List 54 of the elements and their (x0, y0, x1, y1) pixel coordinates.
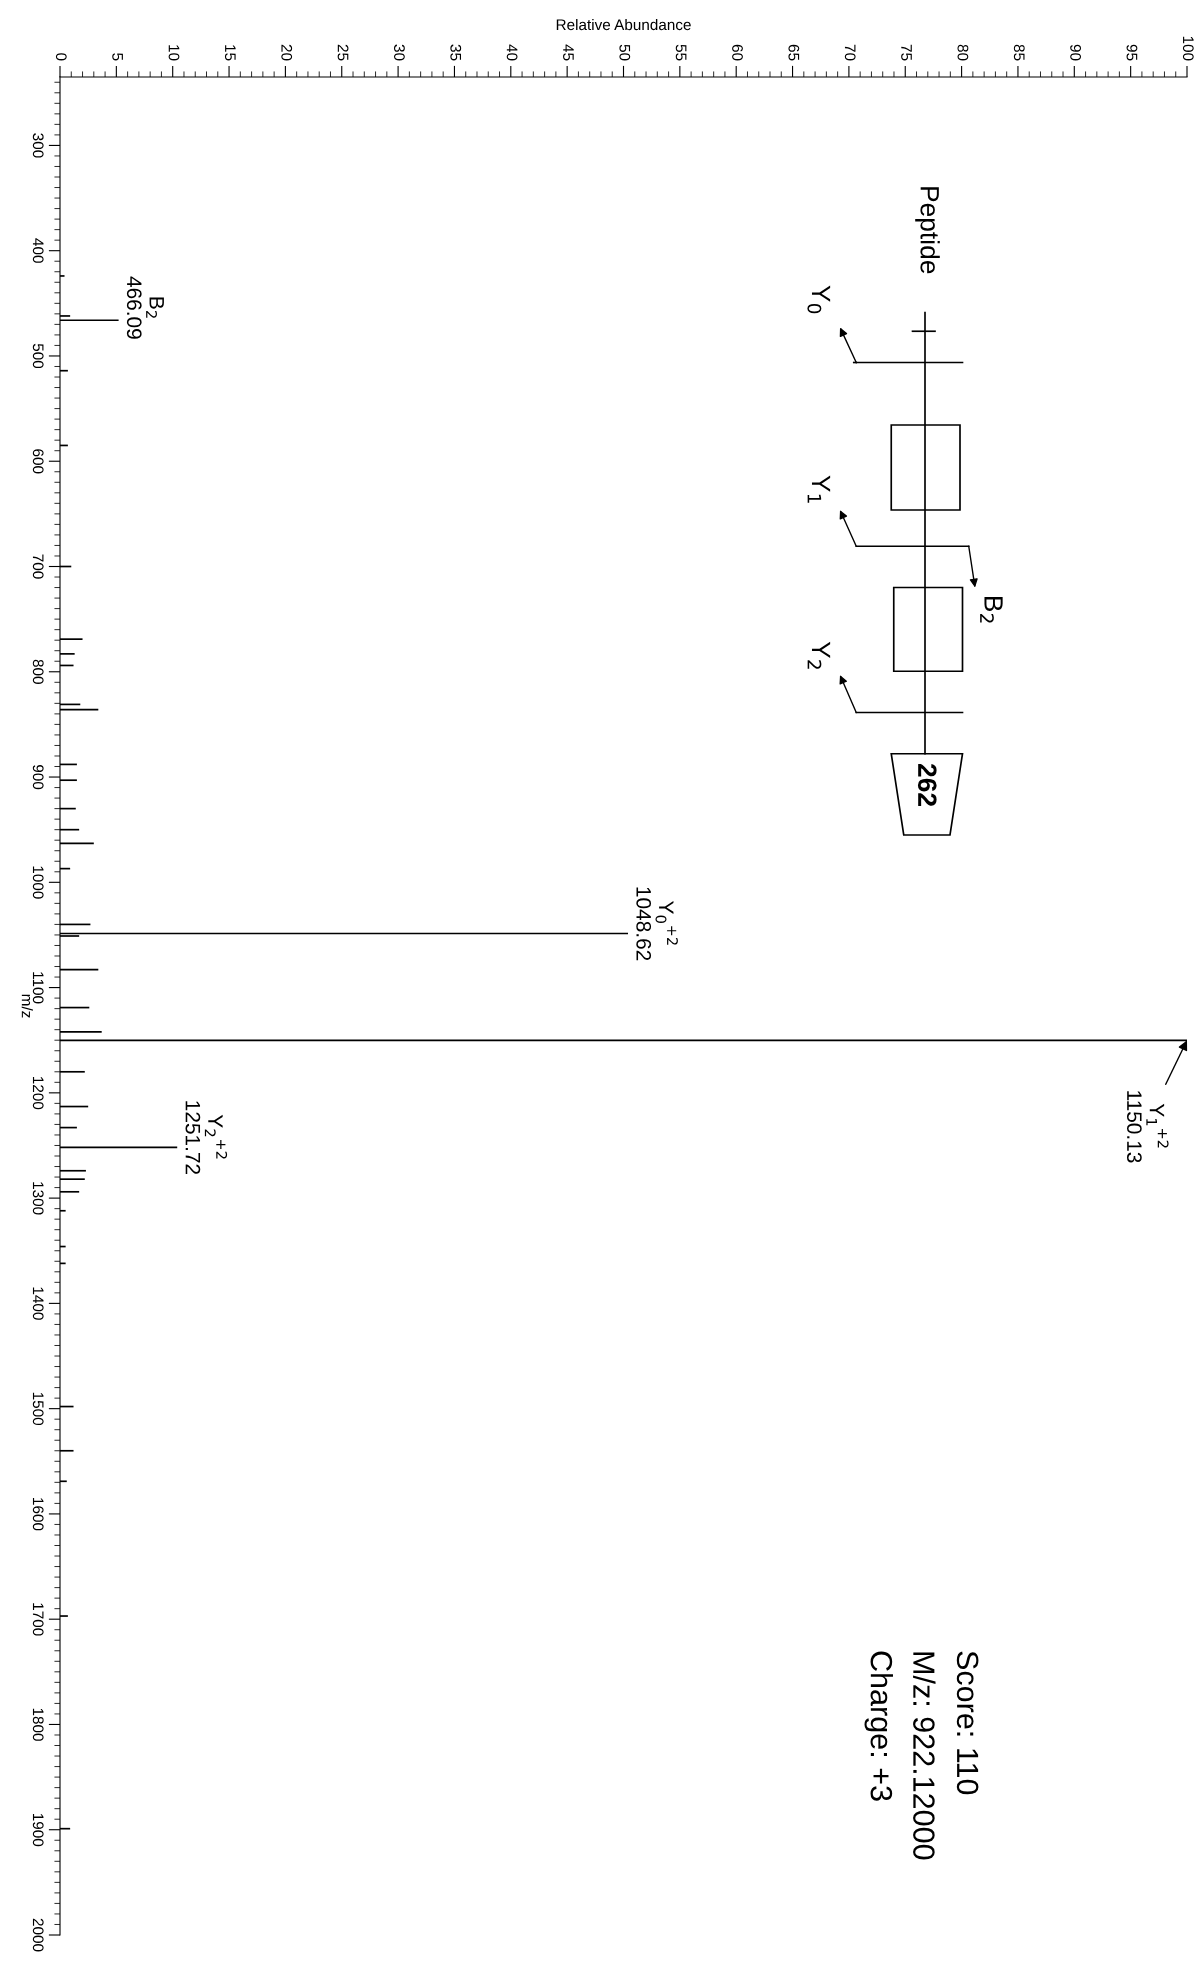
x-tick-label: 10 (168, 45, 180, 61)
y-tick-label: 1200 (32, 1077, 44, 1110)
y-tick-label: 1400 (32, 1287, 44, 1320)
x-tick-label: 85 (1013, 44, 1025, 61)
x-tick-label: 55 (675, 44, 687, 61)
x-tick-label: 30 (394, 44, 405, 61)
annotation: Y$_{0}$ (807, 285, 831, 314)
x-tick-label: 20 (281, 44, 293, 61)
annotation: Score: 110 (956, 1651, 979, 1795)
y-tick-label: 1500 (32, 1392, 44, 1426)
x-tick-label: 15 (224, 45, 236, 61)
annotation: 262 (917, 763, 937, 806)
y-axis-title: m/z (21, 994, 33, 1018)
annotation: Y$_{2}$$^{+2}$ 1251.72 (185, 1101, 228, 1175)
y-tick-label: 500 (32, 343, 44, 369)
y-tick-label: 300 (32, 133, 44, 158)
y-tick-label: 2000 (32, 1918, 44, 1952)
x-tick-label: 80 (957, 44, 969, 61)
x-tick-label: 5 (112, 53, 123, 61)
x-tick-label: 70 (844, 44, 856, 61)
annotation: Y$_{1}$$^{+2}$ 1150.13 (1126, 1091, 1169, 1163)
x-tick-label: 35 (450, 44, 462, 61)
annotation: Y$_{1}$ (807, 475, 831, 503)
y-tick-label: 1000 (32, 866, 44, 899)
y-tick-label: 900 (32, 765, 44, 790)
y-tick-label: 1300 (32, 1182, 44, 1215)
x-tick-label: 25 (337, 44, 349, 61)
y-tick-label: 1800 (32, 1708, 44, 1741)
x-tick-label: 95 (1126, 44, 1138, 61)
x-tick-label: 60 (732, 44, 743, 61)
annotation: M/z: 922.12000 (913, 1652, 936, 1860)
annotation: B$_{2}$ (980, 596, 1003, 623)
x-tick-label: 0 (55, 53, 67, 61)
y-tick-label: 1700 (32, 1603, 44, 1636)
y-tick-label: 400 (32, 238, 44, 263)
x-axis-title: Relative Abundance (556, 18, 691, 31)
y-tick-label: 600 (32, 449, 44, 474)
y-tick-label: 800 (32, 659, 44, 684)
x-tick-label: 90 (1070, 44, 1082, 61)
y-tick-label: 1600 (32, 1498, 44, 1531)
y-tick-label: 1900 (32, 1813, 44, 1847)
annotation: B$_{2}$ 466.09 (126, 276, 164, 339)
x-tick-label: 45 (563, 44, 574, 61)
annotation: Charge: +3 (864, 1651, 893, 1801)
x-tick-label: 40 (506, 44, 518, 61)
x-tick-label: 75 (901, 44, 912, 61)
y-tick-label: 700 (32, 554, 44, 579)
annotation: Y$_{0}$$^{+2}$ 1048.62 (636, 887, 678, 961)
annotation: Peptide (915, 187, 940, 274)
y-tick-label: 1100 (32, 972, 44, 1004)
annotation: Y$_{2}$ (807, 641, 831, 669)
x-tick-label: 100 (1182, 36, 1194, 61)
x-tick-label: 65 (788, 44, 800, 61)
x-tick-label: 50 (619, 44, 631, 61)
